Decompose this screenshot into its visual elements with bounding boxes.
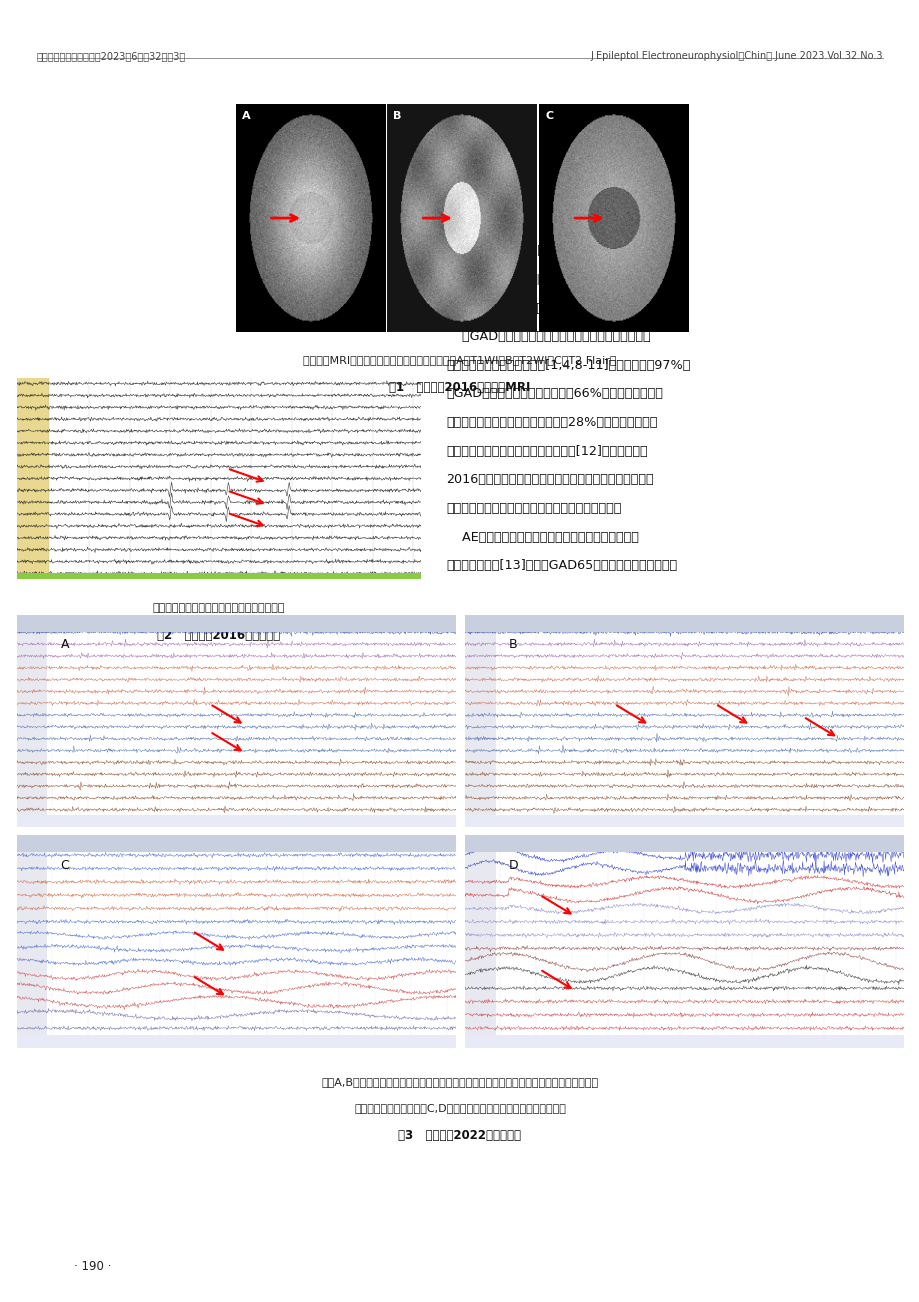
- Text: GAD65可作为自身抗原发挥作用[8]。: GAD65可作为自身抗原发挥作用[8]。: [446, 302, 600, 315]
- Text: 自身免疫性疾病[13]，与抗GAD65抗体脑炎相关的自身免疫: 自身免疫性疾病[13]，与抗GAD65抗体脑炎相关的自身免疫: [446, 560, 676, 573]
- Text: A: A: [242, 111, 250, 121]
- Text: 图2   本例患者2016年的脑电图: 图2 本例患者2016年的脑电图: [157, 629, 280, 642]
- Text: 2种异构体，根据分子量大小分为GAD65和GAD67，只有: 2种异构体，根据分子量大小分为GAD65和GAD67，只有: [446, 273, 680, 286]
- Text: 注：A,B为发作间期脑电图示双侧前额、中颞及蝶骨区大量中高波幅尖慢及棘慢综合波发放，: 注：A,B为发作间期脑电图示双侧前额、中颞及蝶骨区大量中高波幅尖慢及棘慢综合波发…: [321, 1077, 598, 1087]
- Bar: [464, 615, 903, 631]
- Bar: [17, 378, 49, 579]
- Bar: [464, 836, 903, 850]
- Text: 抗GAD抗体脑炎患者有癫痫发作；66%的患者出现了认知: 抗GAD抗体脑炎患者有癫痫发作；66%的患者出现了认知: [446, 388, 663, 401]
- Bar: [17, 615, 47, 828]
- Text: C: C: [61, 858, 69, 871]
- Bar: [464, 815, 903, 828]
- Text: C: C: [545, 111, 552, 121]
- Text: 注：脑电图示右侧颞区多量尖慢综合波发放。: 注：脑电图示右侧颞区多量尖慢综合波发放。: [153, 603, 285, 613]
- Text: A: A: [61, 638, 69, 651]
- Bar: [17, 615, 456, 629]
- Bar: [464, 615, 495, 828]
- Bar: [17, 836, 456, 853]
- Bar: [17, 836, 47, 1048]
- Text: 认知障碍，表现为近事记忆障碍，均符合该病特征。: 认知障碍，表现为近事记忆障碍，均符合该病特征。: [446, 503, 621, 516]
- Text: B: B: [393, 111, 402, 121]
- Text: 注：头颅MRI示右侧颞叶内侧海马区异常信号影，A为T1WI；B为T2WI；C为T2 Flair。: 注：头颅MRI示右侧颞叶内侧海马区异常信号影，A为T1WI；B为T2WI；C为T…: [303, 355, 616, 366]
- Text: 发作、认知障碍及精神障碍等[1,4,8-11]。有研究报道97%的: 发作、认知障碍及精神障碍等[1,4,8-11]。有研究报道97%的: [446, 359, 690, 372]
- Bar: [17, 836, 456, 850]
- Text: J Epileptol Electroneurophysiol（Chin）.June 2023.Vol.32.No.3: J Epileptol Electroneurophysiol（Chin）.Ju…: [590, 51, 882, 61]
- Text: 2016年急性起病，以癫痫发作为首发症状，而后逐渐出现: 2016年急性起病，以癫痫发作为首发症状，而后逐渐出现: [446, 474, 653, 487]
- Text: 左右不同步，以左侧著；C,D为脑电图监测期间捕捉到一次临床发作。: 左右不同步，以左侧著；C,D为脑电图监测期间捕捉到一次临床发作。: [354, 1103, 565, 1113]
- Text: 图3   本例患者2022年的脑电图: 图3 本例患者2022年的脑电图: [398, 1129, 521, 1142]
- Bar: [464, 615, 903, 629]
- Bar: [17, 1035, 456, 1048]
- Text: 济失调、癫痫及边缘叶脑炎等[4-7]。神经系统中GAD存在: 济失调、癫痫及边缘叶脑炎等[4-7]。神经系统中GAD存在: [446, 245, 665, 258]
- Text: B: B: [508, 638, 517, 651]
- Bar: [464, 836, 903, 853]
- Bar: [17, 573, 421, 579]
- Text: · 190 ·: · 190 ·: [74, 1260, 111, 1273]
- Text: 障碍，表现为记忆力及定向力障碍；28%的患者出现了精神: 障碍，表现为记忆力及定向力障碍；28%的患者出现了精神: [446, 417, 657, 430]
- Text: AE患者一般会合并一种或多种器官特异性的系统性: AE患者一般会合并一种或多种器官特异性的系统性: [446, 531, 639, 544]
- Bar: [17, 615, 456, 631]
- Text: 图1   本例患者2016年的头颅MRI: 图1 本例患者2016年的头颅MRI: [389, 381, 530, 395]
- Text: D: D: [508, 858, 518, 871]
- Text: 抗GAD抗体脑炎的临床症状多种多样，常表现为癫痫: 抗GAD抗体脑炎的临床症状多种多样，常表现为癫痫: [446, 331, 650, 344]
- Text: 症状，表现为焦虑、抑郁及行为异常等[12]。本例患者在: 症状，表现为焦虑、抑郁及行为异常等[12]。本例患者在: [446, 445, 647, 458]
- Bar: [17, 815, 456, 828]
- Text: 癫痫与神经电生理学杂志2023年6月第32卷第3期: 癫痫与神经电生理学杂志2023年6月第32卷第3期: [37, 51, 186, 61]
- Bar: [464, 836, 495, 1048]
- Bar: [464, 1035, 903, 1048]
